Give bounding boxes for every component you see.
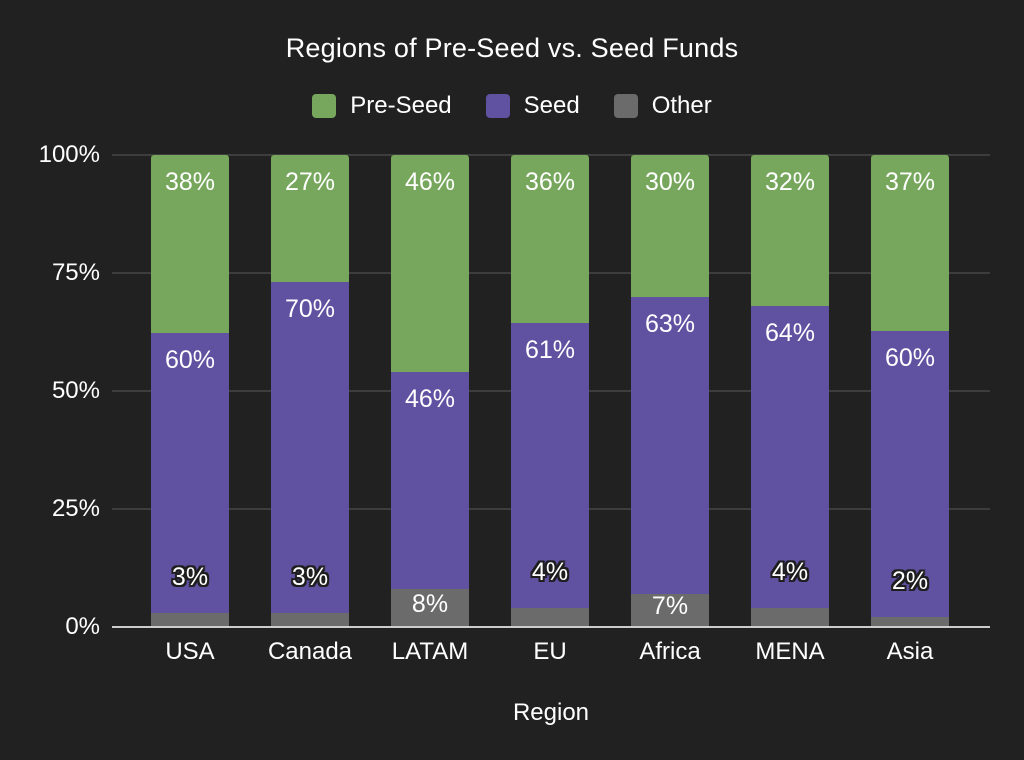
- bar-eu-pre-seed-segment: [511, 155, 589, 324]
- bar-mena-seed-segment: [751, 306, 829, 609]
- x-axis-line: [112, 626, 990, 628]
- bar-canada-pre-seed-segment: [271, 155, 349, 283]
- bar-latam-other-segment: [391, 589, 469, 627]
- legend-swatch-seed: [485, 94, 510, 118]
- bar-canada-other-segment: [271, 612, 349, 627]
- legend-label-seed: Seed: [523, 92, 580, 119]
- legend-label-other: Other: [651, 92, 712, 119]
- legend-item-other: Other: [613, 92, 712, 120]
- bar-asia-other-segment: [871, 617, 949, 627]
- plot-area: 3% 60% 38% 3% 70% 27% 8% 46% 46% 4% 61% 36% 7% 63% 30%…: [112, 154, 990, 628]
- bar-africa-seed-segment: [631, 296, 709, 594]
- bar-usa-other-segment: [151, 612, 229, 627]
- bar-africa-pre-seed-segment: [631, 155, 709, 297]
- bar-canada-seed-segment: [271, 282, 349, 613]
- y-tick-100: 100%: [38, 141, 100, 168]
- y-tick-25: 25%: [51, 495, 100, 522]
- x-axis-title: Region: [512, 699, 590, 726]
- legend: Pre-Seed Seed Other: [0, 92, 1024, 120]
- x-tick-latam: LATAM: [391, 638, 469, 665]
- bar-africa-other-segment: [631, 593, 709, 627]
- bar-eu-other-segment: [511, 608, 589, 627]
- legend-item-seed: Seed: [485, 92, 580, 120]
- bar-mena-other-segment: [751, 608, 829, 627]
- x-tick-usa: USA: [165, 638, 215, 665]
- bar-asia-pre-seed-segment: [871, 155, 949, 332]
- bar-usa-seed-segment: [151, 332, 229, 613]
- bar-usa-pre-seed-segment: [151, 155, 229, 333]
- bar-latam-seed-segment: [391, 372, 469, 590]
- x-tick-africa: Africa: [639, 638, 701, 665]
- legend-swatch-other: [613, 94, 638, 118]
- legend-item-pre-seed: Pre-Seed: [312, 92, 452, 120]
- bar-eu-seed-segment: [511, 323, 589, 609]
- y-tick-75: 75%: [51, 259, 100, 286]
- bar-asia-seed-segment: [871, 331, 949, 618]
- x-tick-canada: Canada: [267, 638, 353, 665]
- chart-title: Regions of Pre-Seed vs. Seed Funds: [285, 33, 739, 63]
- x-tick-mena: MENA: [755, 638, 825, 665]
- y-tick-0: 0%: [65, 613, 100, 640]
- bar-latam-pre-seed-segment: [391, 155, 469, 373]
- legend-swatch-pre-seed: [312, 94, 337, 118]
- x-tick-asia: Asia: [886, 638, 934, 665]
- bar-mena-pre-seed-segment: [751, 155, 829, 307]
- y-tick-50: 50%: [51, 377, 100, 404]
- legend-label-pre-seed: Pre-Seed: [350, 92, 452, 119]
- x-tick-eu: EU: [533, 638, 567, 665]
